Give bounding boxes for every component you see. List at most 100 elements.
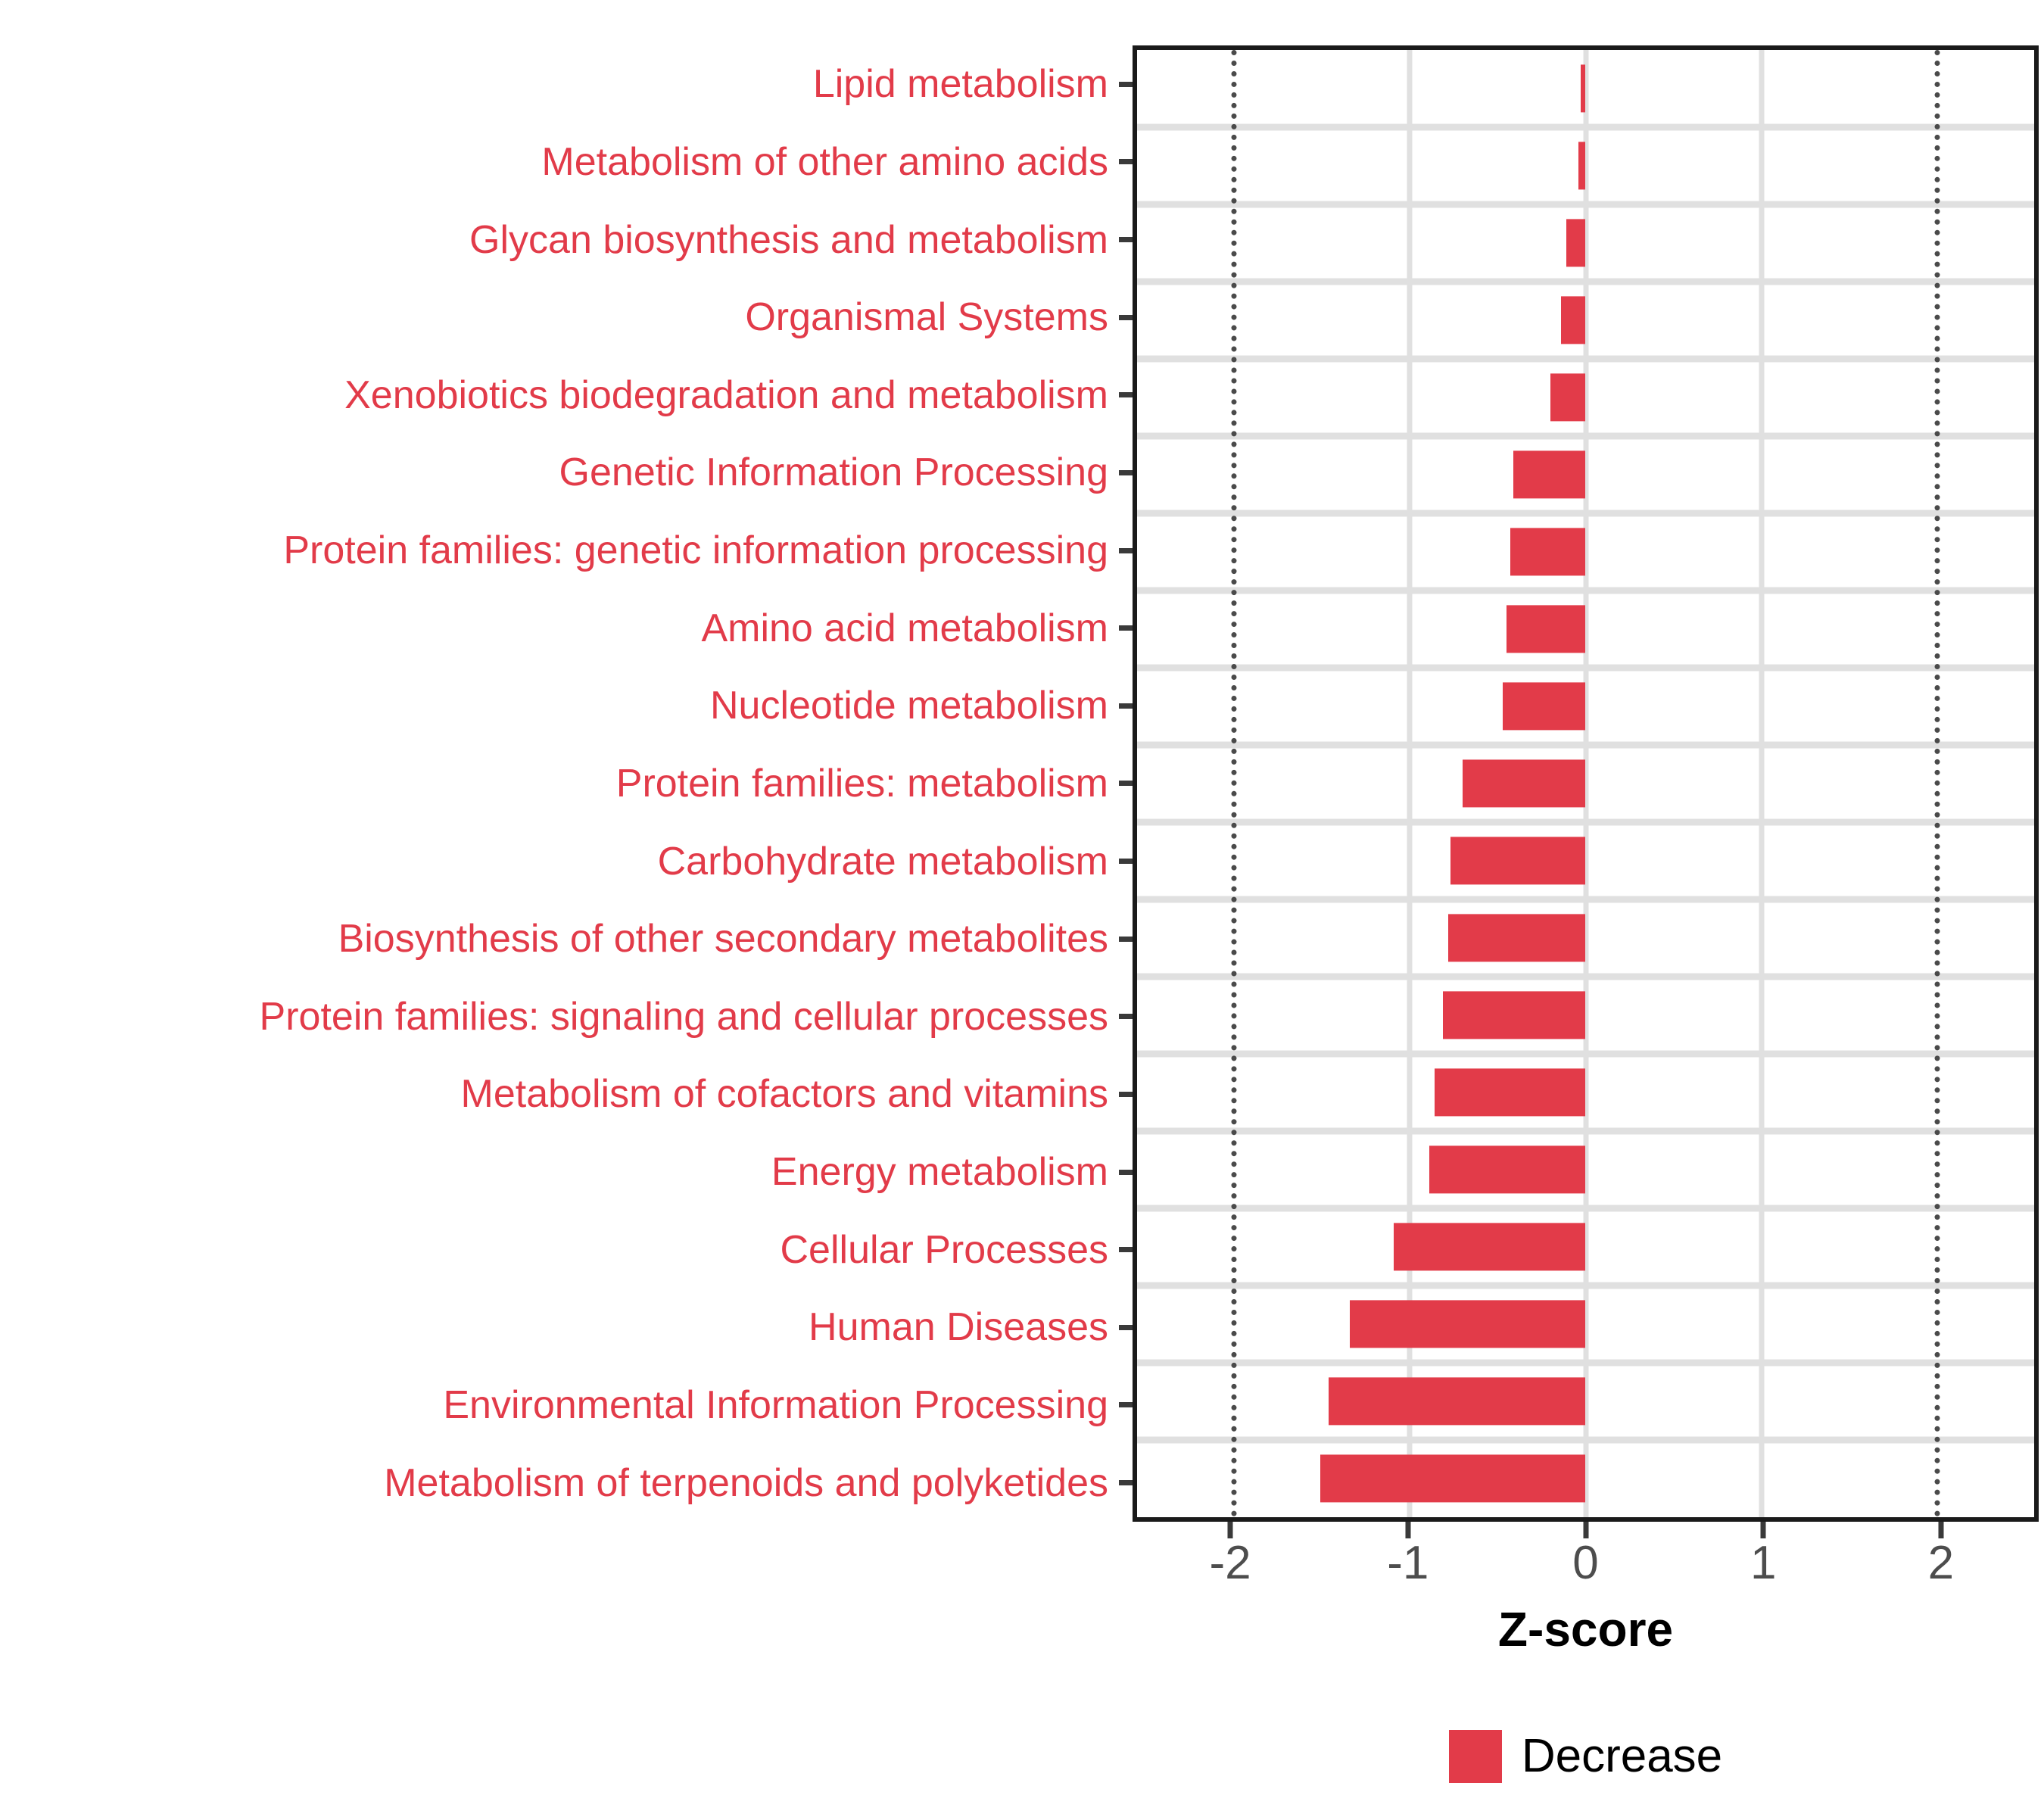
y-axis-tick-mark <box>1119 859 1133 865</box>
y-axis-category-label: Nucleotide metabolism <box>709 684 1108 728</box>
y-axis-label-row: Environmental Information Processing <box>0 1367 1116 1445</box>
legend-color-swatch <box>1448 1730 1502 1783</box>
bar[interactable] <box>1580 64 1586 113</box>
x-axis-tick-label: -2 <box>1209 1537 1251 1589</box>
y-axis-label-row: Carbohydrate metabolism <box>0 822 1116 900</box>
x-axis-tick-label: 0 <box>1572 1537 1599 1589</box>
y-axis-category-label: Metabolism of terpenoids and polyketides <box>384 1460 1108 1505</box>
y-axis-tick-mark <box>1119 781 1133 787</box>
bar-row <box>1137 822 2034 899</box>
y-axis-tick-row <box>1119 512 1133 590</box>
bar-row <box>1137 1363 2034 1440</box>
y-axis-tick-row <box>1119 900 1133 978</box>
vertical-gridline <box>1583 50 1588 1517</box>
bar[interactable] <box>1448 914 1586 962</box>
x-axis-tick-mark <box>1405 1522 1411 1538</box>
bar[interactable] <box>1394 1223 1586 1271</box>
y-axis-category-label: Amino acid metabolism <box>701 606 1108 650</box>
y-axis-tick-mark <box>1119 1247 1133 1253</box>
vertical-gridline <box>1759 50 1765 1517</box>
y-axis-tick-row <box>1119 667 1133 745</box>
bar[interactable] <box>1566 219 1586 267</box>
bar[interactable] <box>1434 1068 1586 1117</box>
y-axis-label-row: Human Diseases <box>0 1289 1116 1367</box>
y-axis-tick-row <box>1119 434 1133 512</box>
y-axis-tick-mark <box>1119 392 1133 398</box>
y-axis-tick-row <box>1119 1133 1133 1211</box>
y-axis-label-row: Amino acid metabolism <box>0 589 1116 667</box>
bar[interactable] <box>1510 528 1586 576</box>
bar[interactable] <box>1429 1145 1586 1194</box>
bar-row <box>1137 668 2034 745</box>
y-axis-tick-mark <box>1119 625 1133 631</box>
bar-row <box>1137 977 2034 1054</box>
bar[interactable] <box>1450 837 1586 885</box>
y-axis-category-label: Metabolism of other amino acids <box>541 139 1108 184</box>
bar-row <box>1137 127 2034 204</box>
bar-row <box>1137 204 2034 282</box>
y-axis-label-row: Metabolism of other amino acids <box>0 123 1116 201</box>
bar[interactable] <box>1443 991 1586 1039</box>
y-axis-tick-row <box>1119 1367 1133 1445</box>
bar[interactable] <box>1550 373 1586 422</box>
plot-panel <box>1133 45 2039 1522</box>
y-axis-tick-mark <box>1119 159 1133 165</box>
bar[interactable] <box>1329 1377 1586 1426</box>
bar[interactable] <box>1560 296 1586 344</box>
y-axis-tick-row <box>1119 589 1133 667</box>
y-axis-category-label: Genetic Information Processing <box>559 450 1108 495</box>
y-axis-category-label: Human Diseases <box>809 1305 1108 1350</box>
x-axis-title: Z-score <box>1497 1602 1674 1656</box>
y-axis-label-row: Nucleotide metabolism <box>0 667 1116 745</box>
x-axis-tick-marks <box>1133 1522 2039 1538</box>
y-axis-tick-row <box>1119 978 1133 1056</box>
bar-row <box>1137 591 2034 668</box>
y-axis-tick-marks <box>1119 45 1133 1522</box>
bar-row <box>1137 1131 2034 1208</box>
y-axis-tick-mark <box>1119 1480 1133 1486</box>
legend-item[interactable]: Decrease <box>1448 1730 1722 1783</box>
y-axis-tick-mark <box>1119 936 1133 942</box>
y-axis-tick-mark <box>1119 1324 1133 1330</box>
y-axis-category-label: Protein families: genetic information pr… <box>283 528 1108 573</box>
y-axis-tick-row <box>1119 1055 1133 1133</box>
y-axis-label-row: Organismal Systems <box>0 279 1116 357</box>
y-axis-tick-row <box>1119 123 1133 201</box>
bar[interactable] <box>1506 605 1586 653</box>
y-axis-tick-row <box>1119 357 1133 435</box>
y-axis-label-row: Metabolism of terpenoids and polyketides <box>0 1444 1116 1522</box>
y-axis-category-label: Metabolism of cofactors and vitamins <box>460 1072 1108 1117</box>
y-axis-label-row: Glycan biosynthesis and metabolism <box>0 201 1116 279</box>
y-axis-label-row: Lipid metabolism <box>0 45 1116 123</box>
y-axis-tick-mark <box>1119 1402 1133 1408</box>
bar-row <box>1137 745 2034 822</box>
bar[interactable] <box>1578 142 1586 190</box>
bar[interactable] <box>1320 1454 1586 1503</box>
bar-row <box>1137 1208 2034 1286</box>
vertical-gridline <box>1407 50 1413 1517</box>
y-axis-tick-mark <box>1119 1169 1133 1175</box>
y-axis-tick-row <box>1119 279 1133 357</box>
bar-row <box>1137 1440 2034 1517</box>
y-axis-tick-mark <box>1119 1014 1133 1020</box>
bar[interactable] <box>1513 450 1586 499</box>
bar-row <box>1137 436 2034 513</box>
x-axis-tick-label: -1 <box>1387 1537 1429 1589</box>
y-axis-tick-row <box>1119 745 1133 823</box>
y-axis-category-label: Xenobiotics biodegradation and metabolis… <box>344 372 1108 417</box>
y-axis-label-row: Protein families: genetic information pr… <box>0 512 1116 590</box>
bar[interactable] <box>1350 1300 1586 1348</box>
x-axis-tick-mark <box>1760 1522 1766 1538</box>
bar[interactable] <box>1462 759 1586 808</box>
bar-row <box>1137 1286 2034 1363</box>
y-axis-label-row: Energy metabolism <box>0 1133 1116 1211</box>
y-axis-label-row: Genetic Information Processing <box>0 434 1116 512</box>
bar[interactable] <box>1503 682 1586 731</box>
y-axis-label-row: Metabolism of cofactors and vitamins <box>0 1055 1116 1133</box>
y-axis-label-row: Cellular Processes <box>0 1211 1116 1289</box>
y-axis-category-label: Biosynthesis of other secondary metaboli… <box>338 917 1108 961</box>
y-axis-label-row: Xenobiotics biodegradation and metabolis… <box>0 357 1116 435</box>
x-axis-tick-mark <box>1938 1522 1944 1538</box>
panel-inner <box>1137 50 2034 1517</box>
